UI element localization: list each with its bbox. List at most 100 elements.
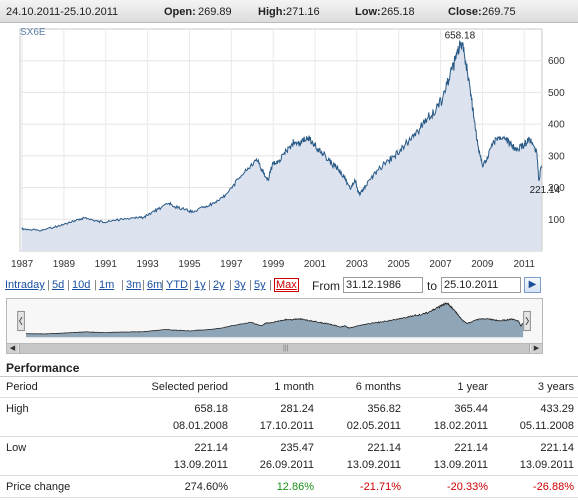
high-label: High: [258,6,287,18]
table-cell: 433.29 [540,403,574,415]
range-link-3m[interactable]: 3m [126,279,142,291]
separator: | [67,279,70,291]
divider [0,475,578,476]
x-tick-label: 1993 [136,259,159,270]
separator: | [269,279,272,291]
table-cell: 17.10.2011 [259,420,314,432]
table-cell: 274.60% [184,481,228,493]
separator: | [121,279,124,291]
range-toolbar: Intraday | 5d | 10d | 1m | 3m | 6m | YTD | 1y | 2y | 3y | 5y… [0,276,578,296]
price-area [21,40,542,251]
min-annotation: 221.14 [530,185,561,196]
table-row: 08.01.2008 17.10.2011 02.05.2011 18.02.2… [0,417,578,435]
range-link-6m[interactable]: 6m [147,279,163,291]
y-tick-label: 300 [548,151,565,162]
performance-title: Performance [6,361,80,375]
table-cell: 281.24 [280,403,314,415]
to-date-input[interactable] [441,277,521,293]
range-link-max[interactable]: Max [274,278,299,292]
table-row: Price change 274.60% 12.86% -21.71% -20.… [0,478,578,496]
table-cell: 13.09.2011 [519,459,574,471]
table-cell: 02.05.2011 [346,420,401,432]
date-range: 24.10.2011-25.10.2011 [6,6,119,18]
y-tick-label: 200 [548,183,565,194]
price-line [21,40,542,232]
range-link-3y[interactable]: 3y [234,279,246,291]
scroll-right-button[interactable]: ▶ [531,344,542,353]
divider [0,376,578,377]
scroll-thumb[interactable]: ||| [19,344,530,353]
table-row: High 658.18 281.24 356.82 365.44 433.29 [0,400,578,418]
x-tick-label: 2009 [471,259,494,270]
table-cell: 221.14 [540,442,574,454]
navigator-scrollbar[interactable]: ◀ ||| ▶ [6,343,543,354]
range-link-10d[interactable]: 10d [72,279,91,291]
to-label: to [427,279,438,293]
from-date-input[interactable] [343,277,423,293]
table-cell: 13.09.2011 [433,459,488,471]
range-link-ytd[interactable]: YTD [166,279,188,291]
max-annotation: 658.18 [445,30,476,41]
range-link-intraday[interactable]: Intraday [5,279,45,291]
table-cell: 26.09.2011 [259,459,314,471]
x-tick-label: 2011 [513,259,535,270]
table-cell: 235.47 [280,442,314,454]
high-value: 271.16 [286,6,320,18]
separator: | [94,279,97,291]
go-button[interactable]: ▶ [524,277,541,293]
separator: | [229,279,232,291]
range-link-1y[interactable]: 1y [194,279,206,291]
table-cell: 05.11.2008 [519,420,574,432]
x-axis-ticks: 1987 1989 1991 1993 1995 1997 1999 2001 2003 2005… [11,259,535,270]
y-tick-label: 100 [548,215,565,226]
x-tick-label: 1997 [220,259,243,270]
x-tick-label: 1995 [178,259,201,270]
x-tick-label: 1999 [262,259,285,270]
range-link-2y[interactable]: 2y [213,279,225,291]
table-cell: 12.86% [276,481,314,493]
navigator-right-handle[interactable] [523,310,531,332]
table-cell: 356.82 [367,403,401,415]
grip-icon: ||| [283,345,289,352]
close-label: Close: [448,6,482,18]
chevron-right-icon: ▶ [533,345,540,352]
low-label: Low: [355,6,381,18]
table-cell: 13.09.2011 [346,459,401,471]
row-label: High [6,403,29,415]
navigator-left-handle[interactable] [17,310,25,332]
range-link-5y[interactable]: 5y [254,279,266,291]
table-cell: 13.09.2011 [173,459,228,471]
separator: | [189,279,192,291]
table-row: Low 221.14 235.47 221.14 221.14 221.14 [0,439,578,457]
range-navigator[interactable] [6,298,543,344]
table-cell: 221.14 [194,442,228,454]
close-value: 269.75 [482,6,516,18]
x-tick-label: 2005 [388,259,411,270]
symbol-label: SX6E [20,27,46,38]
range-link-5d[interactable]: 5d [52,279,65,291]
open-value: 269.89 [198,6,232,18]
separator: | [249,279,252,291]
range-link-1m[interactable]: 1m [99,279,115,291]
x-tick-label: 2007 [429,259,452,270]
scroll-left-button[interactable]: ◀ [7,344,18,353]
from-label: From [312,279,340,293]
table-cell: 658.18 [194,403,228,415]
table-header-row: Period Selected period 1 month 6 months … [0,378,578,396]
annotations: 658.18 221.14 [445,30,561,196]
arrow-right-icon: ▶ [528,279,537,290]
navigator-area [25,303,524,338]
x-tick-label: 1987 [11,259,34,270]
y-tick-label: 500 [548,88,565,99]
navigator-line [25,302,524,335]
column-header: Selected period [151,381,228,393]
chevron-left-icon: ◀ [9,345,16,352]
table-row: 13.09.2011 26.09.2011 13.09.2011 13.09.2… [0,456,578,474]
x-tick-label: 1991 [95,259,118,270]
table-cell: 08.01.2008 [172,420,228,432]
table-cell: 221.14 [367,442,401,454]
separator: | [47,279,50,291]
quote-summary-bar: 24.10.2011-25.10.2011 Open: 269.89 High:… [0,0,578,23]
divider [0,397,578,398]
